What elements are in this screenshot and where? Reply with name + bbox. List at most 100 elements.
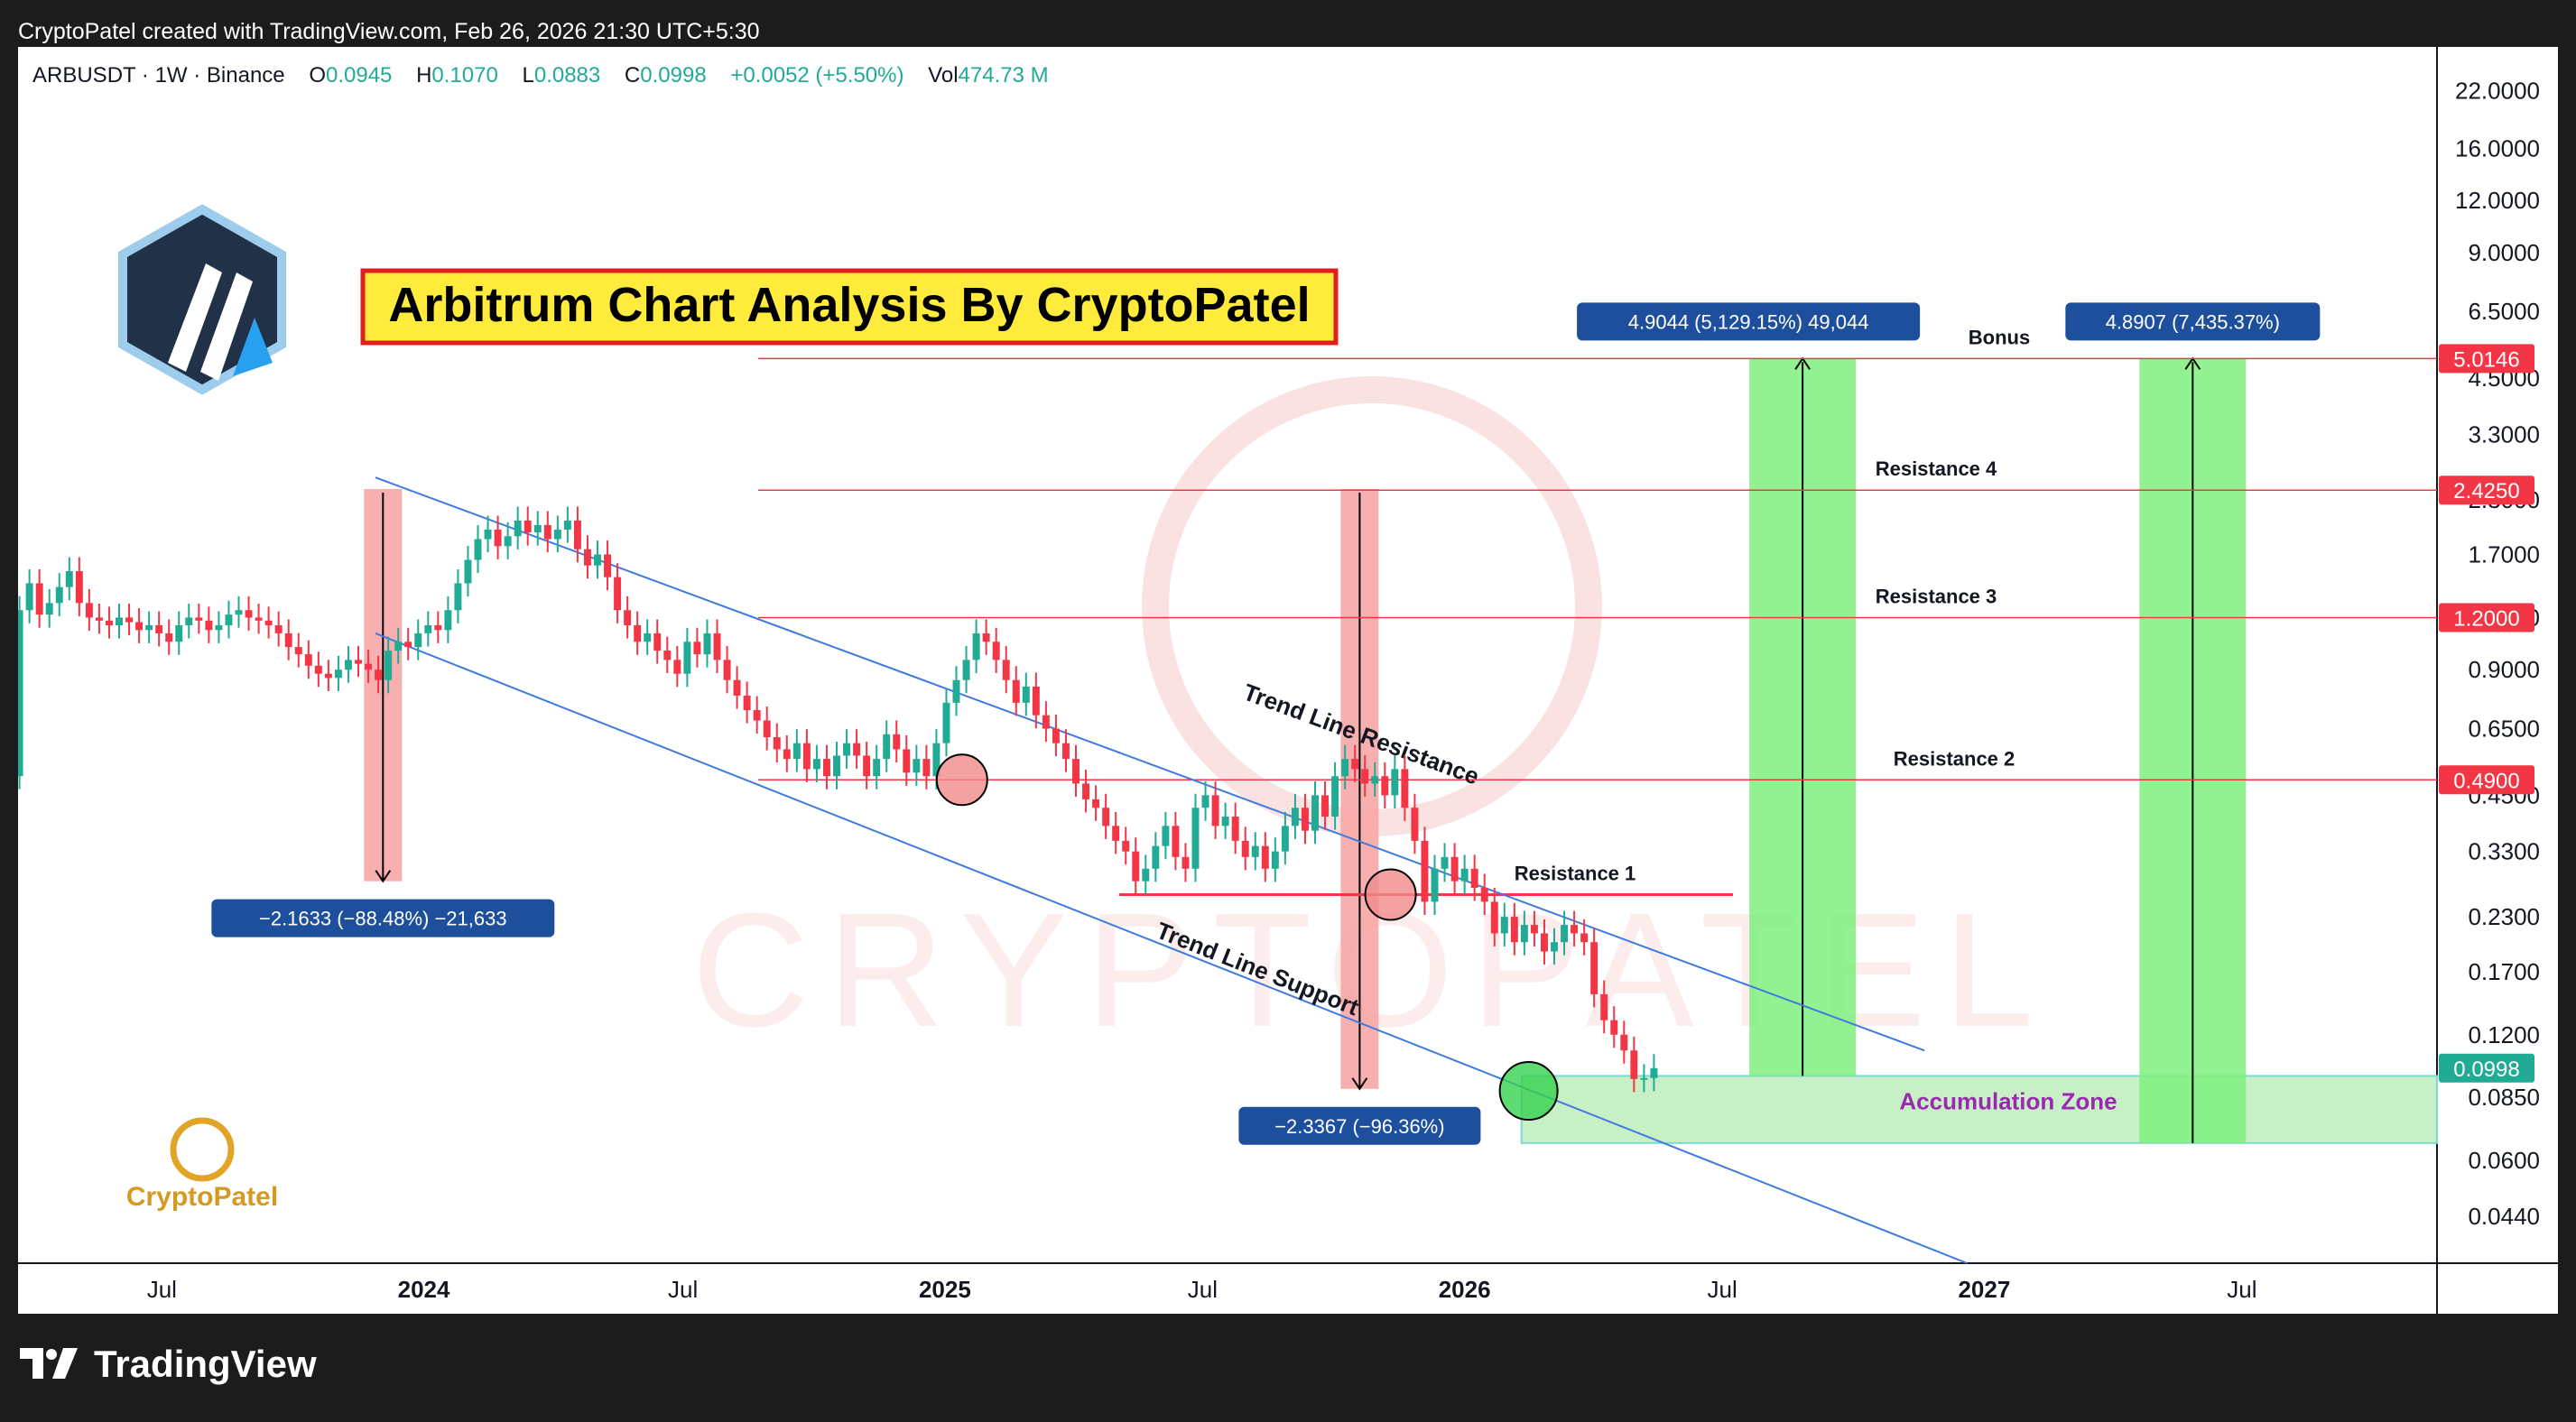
candle-body [982,633,990,642]
accumulation-zone [1520,1075,2438,1144]
candle-body [1580,933,1589,943]
candle-body [992,642,1000,660]
candle-body [1191,808,1200,869]
candle-body [434,624,442,631]
candle-body [235,610,243,615]
price-tag-box [2439,476,2534,505]
candle-body [1231,817,1239,841]
open-value: 0.0945 [325,63,393,88]
candle-body [394,642,403,651]
candle-body [1431,868,1439,902]
candle-body [893,734,901,750]
candle-body [1371,776,1379,784]
candle-body [1042,715,1050,729]
candle-body [1411,808,1419,841]
candle-body [1142,868,1150,882]
price-tag-box [2439,344,2534,374]
candle-body [1092,799,1100,808]
tradingview-brand[interactable]: TradingView [20,1343,317,1386]
candle-body [375,669,383,680]
candle-body [1441,856,1449,869]
price-tag-label: 5.0146 [2453,347,2519,372]
candle-body [444,610,452,631]
candle-body [783,749,791,760]
arbitrum-logo-stripes [168,263,253,381]
low-value: 0.0883 [533,63,601,88]
red-circle-marker [935,753,988,807]
candle-body [334,669,342,679]
candle-body [454,583,462,611]
candle-body [1610,1020,1618,1035]
candle-body [843,743,851,756]
candle-body [972,633,980,660]
candle-body [812,759,820,770]
candle-body [1172,826,1180,857]
measure-label: 4.8907 (7,435.37%) [2106,310,2280,333]
price-tick-label: 0.3300 [2468,838,2540,865]
candle-body [553,529,561,540]
symbol-name[interactable]: ARBUSDT · 1W · Binance [32,63,285,88]
candle-body [1650,1067,1658,1078]
candle-body [1241,840,1249,857]
candle-body [673,660,681,674]
candle-body [1401,769,1409,808]
trend-line [375,632,1968,1264]
candle-body [693,642,701,655]
candle-body [1590,942,1598,994]
candle-body [1341,759,1349,777]
candle-body [504,536,512,547]
candle-body [85,603,93,618]
candle-body [1162,826,1170,846]
candle-body [533,524,542,533]
price-tick-label: 6.5000 [2468,298,2540,325]
candle-body [1630,1050,1638,1079]
candle-body [1500,917,1508,934]
candle-body [1211,795,1219,826]
candle-body [1221,817,1229,826]
candle-body [932,743,941,777]
time-tick-label: Jul [1708,1276,1737,1303]
candle-body [195,617,203,621]
candle-body [1321,795,1330,817]
candle-body [1181,856,1190,869]
resistance-label: Resistance 3 [1876,585,1997,607]
candle-body [753,710,761,721]
candle-body [792,743,801,760]
candle-body [365,663,373,670]
measure-label-box [2065,302,2321,341]
candle-body [185,617,193,625]
candle-body [1421,840,1429,902]
candle-body [125,617,134,623]
candle-body [1520,925,1528,943]
candle-body [952,679,960,703]
low-label: L [522,63,534,88]
chart-canvas[interactable]: CRYPTOPATEL22.000016.000012.00009.00006.… [18,47,2558,1314]
measure-label-box [1238,1106,1481,1145]
candle-body [644,633,652,642]
candle-body [1112,826,1120,841]
green-circle-marker [1498,1061,1559,1122]
volume-label: Vol [928,63,959,88]
candle-body [65,571,73,587]
candle-body [464,559,472,584]
candle-body [1102,808,1110,826]
high-label: H [416,63,432,88]
candle-body [663,651,672,660]
candle-body [1082,783,1090,799]
candle-body [274,624,283,633]
high-value: 0.1070 [431,63,498,88]
chart-panel[interactable]: CRYPTOPATEL22.000016.000012.00009.00006.… [18,47,2558,1314]
candle-body [1571,925,1579,934]
candle-body [165,633,173,642]
candle-body [1381,776,1389,796]
candle-body [175,624,183,642]
candle-body [1530,925,1538,934]
symbol-legend[interactable]: ARBUSDT · 1W · Binance O0.0945 H0.1070 L… [32,63,1054,88]
price-tag-label: 2.4250 [2453,479,2519,503]
trend-line [375,476,1925,1052]
candle-body [314,665,322,674]
close-label: C [624,63,641,88]
price-tick-label: 0.0440 [2468,1203,2540,1230]
candle-body [245,610,253,618]
candle-body [95,617,103,621]
